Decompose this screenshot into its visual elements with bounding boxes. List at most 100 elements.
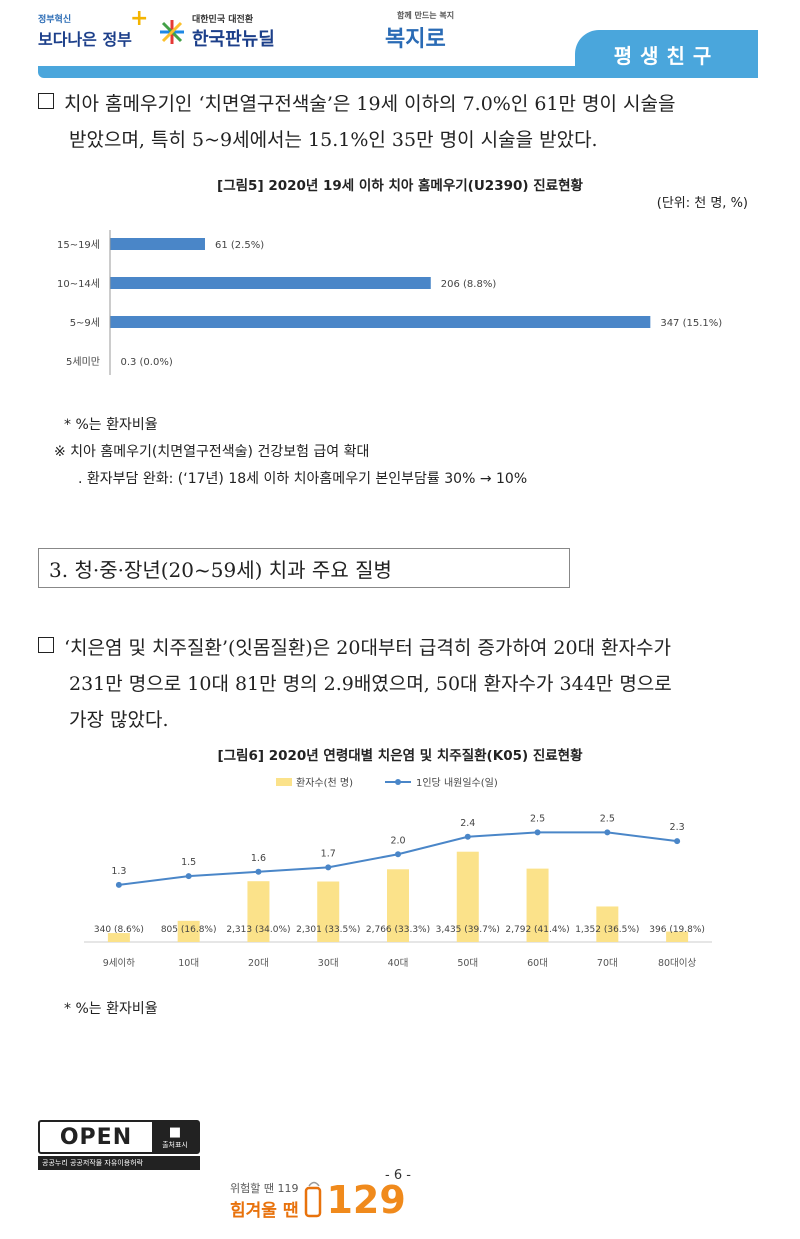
bokjiro-logo: 함께 만드는 복지 복지로 (385, 10, 454, 53)
line-point (464, 833, 471, 840)
data-label: 2,766 (33.3%) (366, 925, 430, 935)
section-heading: 3. 청·중·장년(20~59세) 치과 주요 질병 (38, 548, 570, 588)
gov-innovation-logo: 정부혁신 보다나은 정부 + (38, 6, 148, 50)
line-data-label: 2.0 (390, 835, 405, 846)
data-label: 2,301 (33.5%) (296, 925, 360, 935)
line-point (395, 851, 401, 858)
legend-marker (395, 779, 401, 785)
line-data-label: 1.6 (251, 853, 266, 864)
data-label: 206 (8.8%) (441, 279, 497, 290)
figure5-note-ratio: * %는 환자비율 (64, 417, 158, 433)
figure5-chart: 15~19세 61 (2.5%) 10~14세 206 (8.8%) 5~9세 347 (… (57, 230, 722, 375)
page-number: - 6 - (385, 1168, 411, 1183)
phone-icon (305, 1181, 322, 1218)
x-tick-label: 20대 (248, 958, 269, 969)
paragraph-text: 받았으며, 특히 5~9세에서는 15.1%인 35만 명이 시술을 받았다. (69, 129, 598, 151)
legend-label: 1인당 내원일수(일) (416, 777, 498, 789)
line-point (534, 829, 541, 836)
data-label: 2,313 (34.0%) (226, 925, 290, 935)
bar (526, 868, 549, 942)
paragraph-text: ‘치은염 및 치주질환’(잇몸질환)은 20대부터 급격히 증가하여 20대 환… (64, 637, 671, 659)
x-tick-label: 50대 (457, 958, 478, 969)
bar (110, 277, 431, 289)
figure5-note-copay: . 환자부담 완화: (‘17년) 18세 이하 치아홈메우기 본인부담률 30… (78, 471, 528, 487)
header-bar (38, 66, 758, 78)
paragraph-line: 치아 홈메우기인 ‘치면열구전색술’은 19세 이하의 7.0%인 61만 명이… (38, 86, 778, 122)
data-label: 347 (15.1%) (660, 318, 722, 329)
line-data-label: 2.4 (460, 818, 475, 829)
bar (177, 920, 200, 942)
bar (110, 238, 205, 250)
attribution-badge: ■ 출처표시 (152, 1122, 198, 1152)
paragraph-text: 치아 홈메우기인 ‘치면열구전색술’은 19세 이하의 7.0%인 61만 명이… (64, 93, 676, 115)
line-point (255, 868, 262, 875)
figure5-note-coverage: ※ 치아 홈메우기(치면열구전색술) 건강보험 급여 확대 (54, 444, 370, 460)
x-tick-label: 9세이하 (103, 957, 136, 969)
line-point (185, 873, 192, 880)
section-title: 3. 청·중·장년(20~59세) 치과 주요 질병 (49, 557, 392, 582)
line-point (604, 829, 611, 836)
data-label: 396 (19.8%) (649, 925, 705, 935)
bar (387, 869, 409, 942)
y-tick-label: 10~14세 (57, 278, 100, 290)
x-tick-label: 10대 (178, 958, 199, 969)
bar (107, 933, 130, 942)
x-tick-label: 80대이상 (658, 958, 697, 969)
bar (247, 881, 270, 942)
data-label: 340 (8.6%) (94, 925, 144, 935)
logo3-small-text: 함께 만드는 복지 (397, 11, 455, 20)
x-tick-label: 60대 (527, 958, 548, 969)
y-tick-label: 5~9세 (70, 317, 100, 329)
y-tick-label: 5세미만 (66, 356, 100, 368)
y-tick-label: 15~19세 (57, 239, 100, 251)
line-data-label: 1.3 (111, 866, 126, 877)
paragraph-line: 231만 명으로 10대 81만 명의 2.9배였으며, 50대 환자수가 34… (38, 666, 778, 702)
hotline-small-text: 위험할 땐 119 (230, 1181, 299, 1195)
figure6-chart: 환자수(천 명) 1인당 내원일수(일) 340 (8.6%) 9세이하 805 (16… (84, 777, 712, 969)
logo2-small-text: 대한민국 대전환 (192, 15, 254, 25)
hotline-main-text: 힘겨울 땐 (230, 1200, 299, 1221)
attribution-badge-label: 출처표시 (162, 1140, 188, 1149)
logo1-small-text: 정부혁신 (38, 15, 72, 25)
new-deal-icon (160, 19, 184, 44)
logo3-main-text: 복지로 (385, 27, 446, 52)
legend-swatch-bar (276, 778, 292, 786)
data-label: 0.3 (0.0%) (120, 357, 172, 368)
x-tick-label: 40대 (388, 958, 409, 969)
hotline-logo: 위험할 땐 119 힘겨울 땐 129 (230, 1178, 406, 1222)
paragraph-line: ‘치은염 및 치주질환’(잇몸질환)은 20대부터 급격히 증가하여 20대 환… (38, 630, 778, 666)
chart-legend: 환자수(천 명) 1인당 내원일수(일) (276, 777, 498, 789)
bar (317, 881, 340, 942)
figure5-unit: (단위: 천 명, %) (656, 196, 748, 211)
bar (596, 906, 619, 942)
x-tick-label: 30대 (318, 958, 339, 969)
hotline-number: 129 (326, 1178, 406, 1222)
bar (110, 316, 651, 328)
paragraph-gum-disease: ‘치은염 및 치주질환’(잇몸질환)은 20대부터 급격히 증가하여 20대 환… (38, 630, 778, 738)
figure6-note-ratio: * %는 환자비율 (64, 1001, 158, 1017)
logo2-main-text: 한국판뉴딜 (192, 29, 275, 50)
paragraph-sealant: 치아 홈메우기인 ‘치면열구전색술’은 19세 이하의 7.0%인 61만 명이… (38, 86, 778, 158)
checkbox-bullet-icon (38, 93, 54, 109)
legend-label: 환자수(천 명) (296, 777, 353, 789)
paragraph-line: 가장 많았다. (38, 702, 778, 738)
new-deal-logo: 대한민국 대전환 한국판뉴딜 (158, 12, 275, 51)
data-label: 1,352 (36.5%) (575, 925, 639, 935)
line-point (115, 881, 122, 888)
line-data-label: 2.5 (600, 813, 615, 824)
line-data-label: 1.5 (181, 857, 196, 868)
data-label: 3,435 (39.7%) (436, 925, 500, 935)
checkbox-bullet-icon (38, 637, 54, 653)
figure6-title: [그림6] 2020년 연령대별 치은염 및 치주질환(K05) 진료현황 (217, 748, 583, 764)
logo1-main-text: 보다나은 정부 (38, 30, 132, 49)
bar (666, 931, 689, 942)
plus-icon: + (130, 6, 149, 31)
line-point (325, 864, 332, 871)
open-sub-text: 공공누리 공공저작물 자유이용허락 (38, 1156, 200, 1170)
data-label: 2,792 (41.4%) (505, 925, 569, 935)
line-point (674, 838, 681, 845)
paragraph-text: 231만 명으로 10대 81만 명의 2.9배였으며, 50대 환자수가 34… (69, 673, 672, 695)
paragraph-line: 받았으며, 특히 5~9세에서는 15.1%인 35만 명이 시술을 받았다. (38, 122, 778, 158)
figure5-title: [그림5] 2020년 19세 이하 치아 홈메우기(U2390) 진료현황 (217, 178, 583, 194)
bar (456, 851, 479, 942)
